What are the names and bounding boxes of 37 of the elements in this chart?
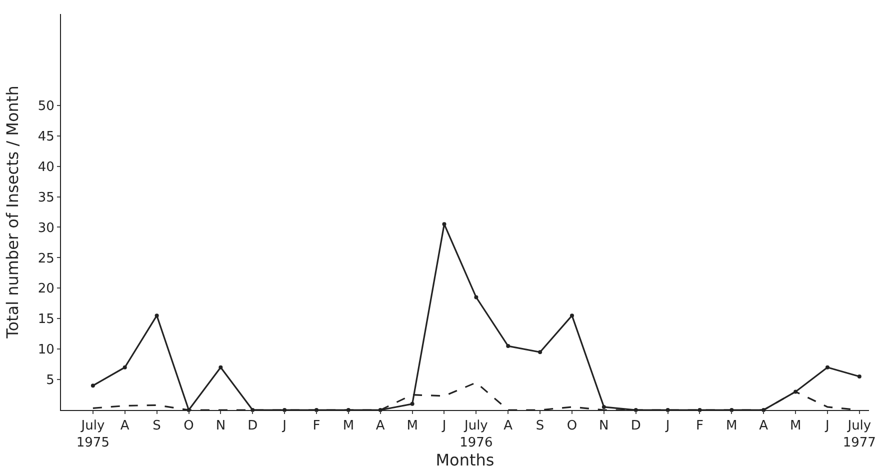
- x-tick-label: M: [790, 418, 802, 434]
- y-tick-label: 20: [38, 282, 54, 297]
- x-tick-label: July 1976: [460, 418, 493, 450]
- x-tick-label: M: [406, 418, 418, 434]
- x-tick-label: F: [696, 418, 704, 434]
- x-tick-label: J: [824, 418, 830, 434]
- x-tick-label: J: [282, 418, 286, 434]
- x-axis-title: Months: [436, 450, 494, 470]
- y-tick-label: 40: [38, 160, 54, 175]
- x-tick-label: M: [726, 418, 738, 434]
- y-axis-title: Total number of Insects / Month: [2, 86, 22, 340]
- x-tick-label: M: [342, 418, 354, 434]
- x-tick-label: N: [216, 418, 226, 434]
- x-tick-label: O: [566, 418, 578, 434]
- y-tick-label: 35: [38, 190, 54, 206]
- x-tick-label: S: [152, 418, 161, 434]
- x-tick-label: A: [759, 418, 768, 434]
- x-tick-label: D: [630, 418, 641, 434]
- x-tick-label: J: [664, 418, 670, 434]
- x-tick-label: S: [536, 418, 544, 434]
- y-tick-label: 50: [38, 98, 54, 114]
- y-tick-label: 45: [38, 129, 54, 144]
- y-tick-label: 10: [38, 342, 54, 358]
- y-tick-label: 30: [38, 220, 54, 236]
- y-tick-label: 25: [38, 251, 54, 266]
- x-tick-label: July 1977: [842, 418, 876, 450]
- x-tick-label: J: [441, 418, 446, 434]
- y-tick-label: 5: [46, 373, 54, 388]
- x-tick-label: F: [312, 418, 320, 434]
- x-tick-label: O: [184, 418, 194, 434]
- x-tick-label: D: [248, 418, 258, 434]
- x-tick-label: A: [120, 418, 130, 434]
- y-tick-label: 15: [38, 312, 54, 328]
- x-tick-label: A: [376, 418, 385, 434]
- x-tick-label: July 1975: [76, 418, 110, 450]
- x-tick-label: N: [599, 418, 609, 434]
- x-tick-label: A: [504, 418, 513, 434]
